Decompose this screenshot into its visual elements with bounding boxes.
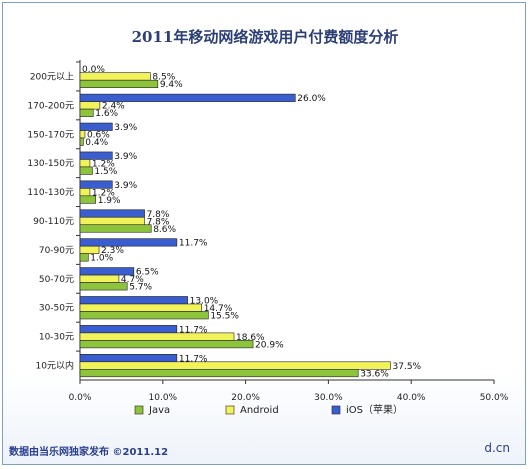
data-label: 6.5% bbox=[136, 268, 159, 278]
bar bbox=[79, 122, 113, 131]
bar bbox=[79, 72, 151, 81]
x-tick-label: 50.0% bbox=[480, 393, 509, 403]
data-label: 5.7% bbox=[129, 283, 152, 293]
data-label: 8.6% bbox=[153, 225, 176, 235]
data-label: 9.4% bbox=[160, 80, 183, 90]
bar bbox=[79, 311, 209, 320]
bar bbox=[79, 353, 178, 363]
x-tick-label: 20.0% bbox=[231, 393, 260, 403]
legend-swatch bbox=[331, 405, 341, 415]
data-label: 3.9% bbox=[114, 123, 137, 133]
category-label: 90-110元 bbox=[33, 217, 74, 227]
bar bbox=[79, 101, 101, 110]
bar bbox=[79, 325, 178, 334]
data-label: 0.0% bbox=[82, 65, 105, 75]
category-label: 110-130元 bbox=[27, 188, 74, 198]
data-label: 1.5% bbox=[94, 167, 117, 177]
bar bbox=[79, 224, 152, 233]
bar bbox=[79, 274, 120, 283]
bar bbox=[79, 296, 188, 305]
bar bbox=[79, 209, 145, 218]
data-label: 37.5% bbox=[393, 362, 422, 372]
data-label: 15.5% bbox=[210, 311, 239, 321]
data-label: 4.7% bbox=[121, 275, 144, 285]
bar bbox=[79, 253, 89, 262]
data-label: 1.0% bbox=[90, 254, 113, 264]
data-label: 13.0% bbox=[190, 296, 219, 306]
bar bbox=[79, 282, 128, 291]
footer-source: 数据由当乐网独家发布 ©2011.12 bbox=[9, 447, 169, 458]
x-tick-label: 40.0% bbox=[397, 393, 426, 403]
bar bbox=[79, 245, 100, 254]
bar bbox=[79, 368, 359, 378]
data-label: 1.2% bbox=[92, 159, 115, 169]
data-label: 7.8% bbox=[147, 210, 170, 220]
x-tick-label: 10.0% bbox=[149, 393, 178, 403]
bar bbox=[79, 332, 235, 341]
bar bbox=[79, 93, 296, 102]
legend-label: Java bbox=[148, 405, 170, 416]
bar bbox=[79, 130, 86, 139]
category-label: 150-170元 bbox=[27, 130, 74, 140]
chart-title: 2011年移动网络游戏用户付费额度分析 bbox=[131, 28, 399, 46]
data-label: 20.9% bbox=[255, 340, 284, 350]
data-label: 1.2% bbox=[92, 188, 115, 198]
legend-label: iOS（苹果） bbox=[346, 403, 403, 416]
bar bbox=[79, 151, 113, 160]
legend-swatch bbox=[225, 405, 235, 415]
data-label: 14.7% bbox=[204, 304, 233, 314]
footer-brand: d.cn bbox=[484, 441, 510, 455]
category-label: 10元以内 bbox=[36, 360, 74, 372]
legend-swatch bbox=[134, 405, 144, 415]
category-label: 30-50元 bbox=[39, 304, 74, 314]
category-label: 200元以上 bbox=[30, 71, 74, 82]
data-label: 11.7% bbox=[179, 354, 208, 364]
bar bbox=[79, 188, 91, 197]
data-label: 2.4% bbox=[102, 102, 125, 112]
data-label: 33.6% bbox=[360, 369, 389, 379]
data-label: 3.9% bbox=[114, 152, 137, 162]
data-label: 11.7% bbox=[179, 325, 208, 335]
data-label: 2.3% bbox=[101, 246, 124, 256]
data-label: 0.6% bbox=[87, 131, 110, 141]
data-label: 26.0% bbox=[297, 94, 326, 104]
bar bbox=[79, 340, 254, 349]
x-tick-label: 0.0% bbox=[69, 393, 92, 403]
category-label: 10-30元 bbox=[39, 333, 74, 343]
data-label: 3.9% bbox=[114, 181, 137, 191]
bar bbox=[79, 166, 93, 175]
bar bbox=[79, 267, 135, 276]
category-label: 130-150元 bbox=[27, 159, 74, 169]
bar bbox=[79, 303, 203, 312]
x-tick-label: 30.0% bbox=[314, 393, 343, 403]
bar bbox=[79, 195, 97, 204]
bar bbox=[79, 108, 94, 117]
legend-label: Android bbox=[240, 405, 279, 416]
data-label: 7.8% bbox=[147, 217, 170, 227]
bar bbox=[79, 361, 391, 370]
bar bbox=[79, 137, 84, 146]
bar bbox=[79, 238, 178, 247]
category-label: 170-200元 bbox=[27, 101, 74, 111]
bar bbox=[79, 180, 113, 189]
data-label: 11.7% bbox=[179, 239, 208, 249]
bar bbox=[79, 159, 91, 168]
bar bbox=[79, 216, 145, 226]
data-label: 0.4% bbox=[85, 138, 108, 148]
data-label: 8.5% bbox=[152, 73, 175, 83]
data-label: 1.9% bbox=[98, 196, 121, 206]
bar bbox=[79, 79, 159, 89]
category-label: 50-70元 bbox=[39, 275, 74, 285]
data-label: 1.6% bbox=[95, 109, 118, 119]
category-label: 70-90元 bbox=[39, 246, 74, 256]
data-label: 18.6% bbox=[236, 333, 265, 343]
